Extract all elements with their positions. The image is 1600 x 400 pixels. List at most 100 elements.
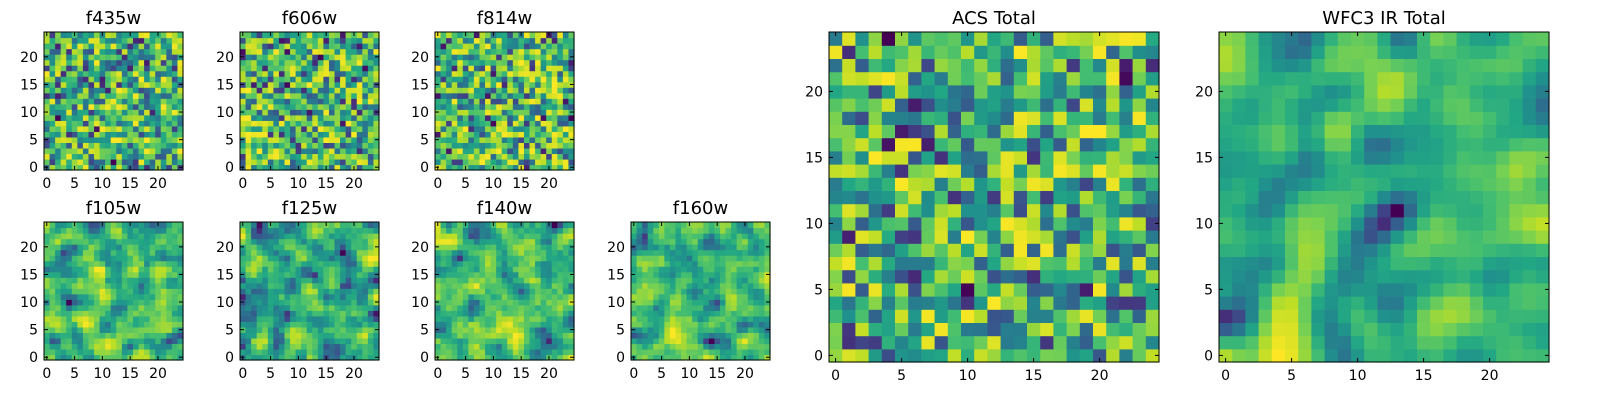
heatmap-cell xyxy=(334,321,341,328)
heatmap-cell xyxy=(636,315,643,322)
heatmap-cell xyxy=(557,70,564,77)
heatmap-cell xyxy=(736,249,743,256)
heatmap-cell xyxy=(736,310,743,317)
heatmap-cell xyxy=(121,59,128,66)
heatmap-cell xyxy=(947,190,962,205)
heatmap-cell xyxy=(99,277,106,284)
heatmap-cell xyxy=(829,256,843,271)
heatmap-cell xyxy=(99,43,106,50)
heatmap-cell xyxy=(278,59,286,66)
heatmap-cell xyxy=(171,92,179,99)
heatmap-cell xyxy=(435,92,442,99)
heatmap-cell xyxy=(284,54,291,61)
heatmap-cell xyxy=(490,120,497,127)
heatmap-cell xyxy=(557,288,564,295)
heatmap-cell xyxy=(551,227,558,234)
heatmap-cell xyxy=(71,131,78,138)
heatmap-cell xyxy=(166,227,173,234)
heatmap-cell xyxy=(132,315,140,322)
heatmap-cell xyxy=(306,299,313,306)
heatmap-cell xyxy=(908,296,922,310)
heatmap-cell xyxy=(116,59,123,66)
heatmap-cell xyxy=(55,147,62,155)
heatmap-cell xyxy=(518,238,525,245)
heatmap-cell xyxy=(267,59,274,66)
heatmap-cell xyxy=(328,343,336,350)
heatmap-cell xyxy=(334,282,341,289)
heatmap-cell xyxy=(540,277,547,284)
heatmap-cell xyxy=(55,348,62,356)
heatmap-cell xyxy=(82,43,90,50)
heatmap-cell xyxy=(731,304,738,311)
heatmap-cell xyxy=(435,277,442,284)
y-tick-label: 0 xyxy=(420,350,429,366)
heatmap-cell xyxy=(44,304,51,311)
heatmap-cell xyxy=(77,222,84,229)
heatmap-cell xyxy=(49,282,56,289)
heatmap-cell xyxy=(66,277,73,284)
heatmap-cell xyxy=(551,288,558,295)
heatmap-cell xyxy=(256,153,263,160)
heatmap-cell xyxy=(245,114,252,121)
heatmap-cell xyxy=(468,244,475,251)
heatmap-cell xyxy=(273,337,280,345)
heatmap-cell xyxy=(82,65,90,72)
heatmap-cell xyxy=(317,343,324,350)
heatmap-cell xyxy=(328,164,336,171)
heatmap-cell xyxy=(664,293,671,300)
heatmap-cell xyxy=(468,310,475,317)
heatmap-cell xyxy=(1119,230,1134,244)
heatmap-cell xyxy=(529,136,536,143)
heatmap-cell xyxy=(708,315,715,322)
heatmap-cell xyxy=(714,233,721,240)
heatmap-cell xyxy=(278,37,286,44)
heatmap-cell xyxy=(323,304,330,311)
y-tick-label: 5 xyxy=(225,133,234,149)
heatmap-cell xyxy=(256,114,263,121)
heatmap-cell xyxy=(116,54,123,61)
heatmap-cell xyxy=(345,43,352,50)
heatmap-cell xyxy=(284,109,291,116)
heatmap-cell xyxy=(306,131,313,138)
heatmap-cell xyxy=(116,109,123,116)
heatmap-cell xyxy=(535,65,542,72)
heatmap-cell xyxy=(290,142,297,149)
heatmap-cell xyxy=(568,92,575,99)
heatmap-cell xyxy=(512,37,519,44)
heatmap-cell xyxy=(758,277,766,284)
heatmap-cell xyxy=(742,255,749,262)
heatmap-cell xyxy=(60,299,67,306)
heatmap-cell xyxy=(323,70,330,77)
heatmap-cell xyxy=(669,337,677,345)
heatmap-cell xyxy=(681,277,688,284)
heatmap-cell xyxy=(1093,309,1107,323)
heatmap-cell xyxy=(166,304,173,311)
heatmap-cell xyxy=(340,249,347,256)
heatmap-cell xyxy=(94,65,101,72)
heatmap-cell xyxy=(462,131,469,138)
heatmap-cell xyxy=(284,114,291,121)
heatmap-cell xyxy=(149,222,156,229)
heatmap-cell xyxy=(557,332,564,339)
heatmap-cell xyxy=(256,299,263,306)
heatmap-cell xyxy=(479,32,486,39)
heatmap-cell xyxy=(295,271,302,278)
heatmap-cell xyxy=(1027,322,1041,337)
heatmap-cell xyxy=(284,315,291,322)
heatmap-cell xyxy=(468,43,475,50)
heatmap-cell xyxy=(697,222,704,229)
heatmap-cell xyxy=(351,227,358,234)
heatmap-cell xyxy=(642,343,649,350)
heatmap-cell xyxy=(653,249,660,256)
heatmap-cell xyxy=(66,142,73,149)
heatmap-cell xyxy=(82,233,90,240)
heatmap-cell xyxy=(55,326,62,333)
heatmap-cell xyxy=(71,120,78,127)
heatmap-cell xyxy=(262,348,269,356)
heatmap-cell xyxy=(295,288,302,295)
heatmap-cell xyxy=(77,153,84,160)
heatmap-cell xyxy=(356,293,363,300)
heatmap-cell xyxy=(518,233,525,240)
heatmap-cell xyxy=(284,304,291,311)
heatmap-cell xyxy=(317,103,324,110)
